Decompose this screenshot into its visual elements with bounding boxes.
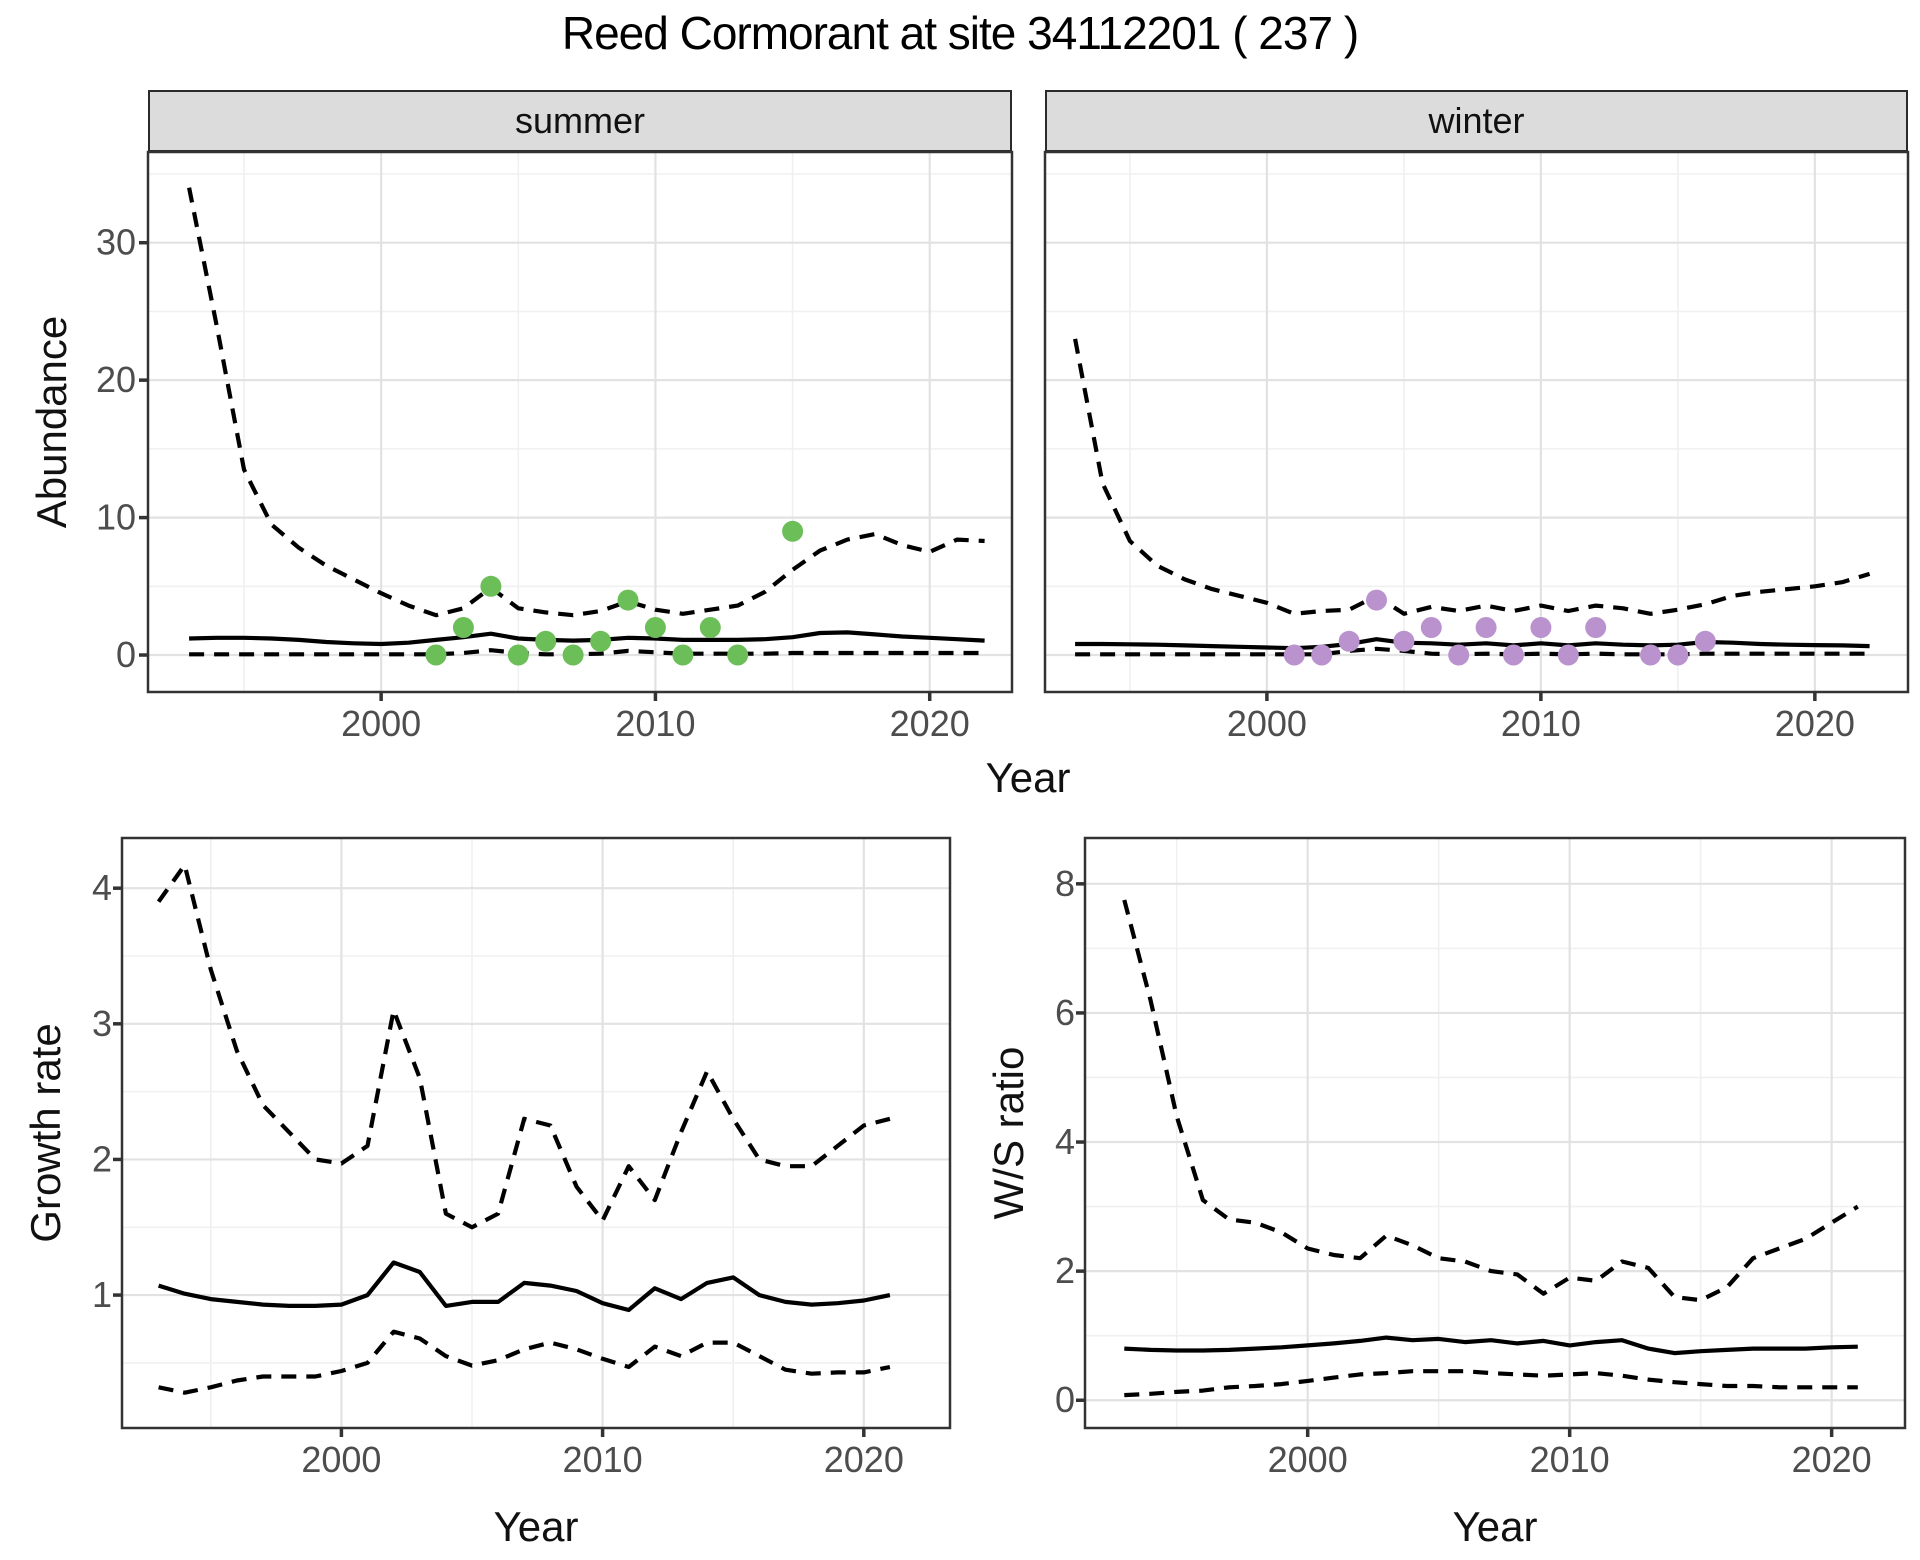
y-tick-label: 3: [92, 1003, 112, 1044]
data-point: [452, 617, 474, 638]
plot-title: Reed Cormorant at site 34112201 ( 237 ): [561, 7, 1359, 59]
data-point: [1448, 644, 1470, 666]
data-point: [1694, 630, 1716, 652]
data-point: [1585, 617, 1607, 638]
x-tick-label: 2000: [301, 1439, 381, 1480]
y-axis-title-abundance: Abundance: [28, 315, 75, 529]
data-point: [727, 644, 749, 666]
data-point: [699, 617, 721, 638]
series-lower_ci: [1124, 1369, 1858, 1398]
facet-strip-summer: summer: [148, 90, 1012, 152]
y-tick-label: 20: [96, 359, 136, 400]
y-tick-label: 30: [96, 222, 136, 263]
series-median: [1124, 1335, 1858, 1356]
x-tick-label: 2020: [1775, 703, 1855, 744]
data-point: [617, 589, 639, 611]
x-tick-label: 2000: [1227, 703, 1307, 744]
y-axis-title-ws-ratio: W/S ratio: [985, 1046, 1032, 1220]
series-lower_ci: [158, 1329, 891, 1395]
panel-abundance-winter: 2000 2010 2020: [1043, 150, 1910, 744]
data-point: [1311, 644, 1333, 666]
panel-border: [146, 150, 1014, 694]
series-median: [189, 630, 985, 647]
data-point: [672, 644, 694, 666]
panel-border: [1083, 836, 1907, 1430]
series-upper_ci: [1073, 338, 1871, 616]
data-point: [425, 644, 447, 666]
series-lower_ci: [189, 648, 985, 657]
data-point: [1667, 644, 1689, 666]
y-tick-label: 4: [92, 867, 112, 908]
series-upper_ci: [187, 187, 985, 618]
data-point: [507, 644, 529, 666]
data-point: [535, 630, 557, 652]
panel-ws-ratio: 2000 2010 2020 0 2 4 6 8: [1055, 836, 1907, 1480]
panel-border: [1043, 150, 1910, 694]
x-tick-label: 2010: [615, 703, 695, 744]
facet-strip-winter-label: winter: [1428, 100, 1525, 141]
x-tick-label: 2010: [1501, 703, 1581, 744]
data-point: [1338, 630, 1360, 652]
panel-abundance-summer: 2000 2010 2020 0 10 20 30: [96, 150, 1014, 744]
data-point: [1557, 644, 1579, 666]
data-point: [1530, 617, 1552, 638]
data-point: [1393, 630, 1415, 652]
data-point: [1420, 617, 1442, 638]
x-tick-label: 2000: [1268, 1439, 1348, 1480]
y-tick-label: 6: [1055, 992, 1075, 1033]
y-tick-label: 0: [116, 634, 136, 675]
series-median: [1075, 637, 1870, 651]
data-point: [782, 520, 804, 542]
x-tick-label: 2020: [1792, 1439, 1872, 1480]
data-point: [1640, 644, 1661, 666]
panel-border: [120, 836, 952, 1430]
data-point: [644, 617, 666, 638]
data-point: [1503, 644, 1524, 666]
x-axis-title-year-ws: Year: [1452, 1503, 1538, 1550]
series-median: [157, 1260, 891, 1313]
x-tick-label: 2020: [824, 1439, 904, 1480]
data-point: [562, 644, 584, 666]
panel-growth-rate: 2000 2010 2020 1 2 3 4: [92, 836, 952, 1480]
y-tick-label: 8: [1055, 863, 1075, 904]
data-point: [480, 575, 502, 597]
x-tick-label: 2010: [1530, 1439, 1610, 1480]
x-tick-label: 2010: [563, 1439, 643, 1480]
series-upper_ci: [1122, 899, 1859, 1303]
x-axis-title-year-growth: Year: [493, 1503, 579, 1550]
facet-strip-summer-label: summer: [514, 100, 645, 141]
facet-strip-winter: winter: [1045, 90, 1908, 152]
data-point: [1475, 617, 1497, 638]
y-tick-label: 4: [1055, 1121, 1075, 1162]
y-tick-label: 2: [92, 1138, 112, 1179]
data-point: [590, 630, 612, 652]
y-tick-label: 10: [96, 497, 136, 538]
y-tick-label: 0: [1055, 1379, 1075, 1420]
x-tick-label: 2000: [341, 703, 421, 744]
y-tick-label: 1: [92, 1274, 112, 1315]
data-point: [1366, 589, 1387, 611]
series-upper_ci: [156, 862, 891, 1230]
y-tick-label: 2: [1055, 1250, 1075, 1291]
x-axis-title-year-top: Year: [985, 754, 1071, 801]
data-point: [1283, 644, 1305, 666]
series-lower_ci: [1075, 646, 1870, 657]
y-axis-title-growth-rate: Growth rate: [22, 1023, 69, 1243]
x-tick-label: 2020: [890, 703, 970, 744]
